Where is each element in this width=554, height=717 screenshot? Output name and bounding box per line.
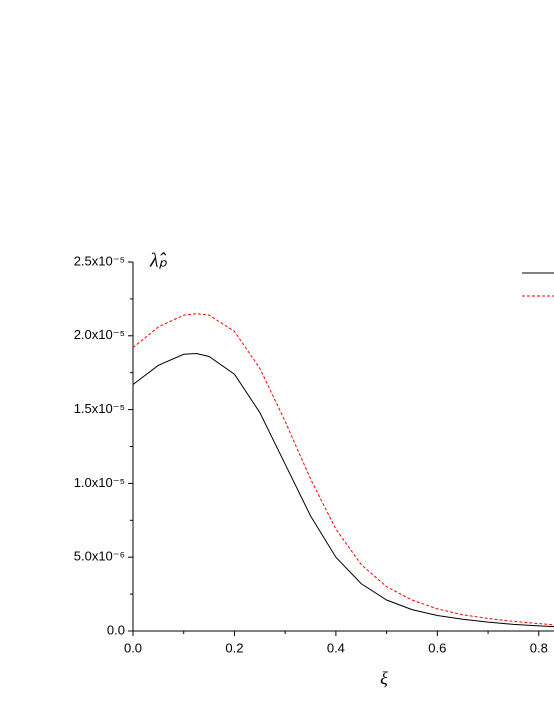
y-tick-label: 5.0x10⁻⁶ (74, 549, 125, 564)
y-tick-label: 1.5x10⁻⁵ (74, 401, 125, 416)
x-tick-label: 0.0 (124, 640, 142, 655)
x-tick-label: 0.2 (225, 640, 243, 655)
x-tick-label: 0.6 (428, 640, 446, 655)
y-tick-label: 0.0 (107, 622, 125, 637)
x-tick-label: 0.4 (327, 640, 345, 655)
series-line (132, 353, 554, 628)
series-line (132, 313, 554, 626)
y-tick-label: 2.5x10⁻⁵ (74, 253, 125, 268)
y-tick-label: 1.0x10⁻⁵ (74, 475, 125, 490)
x-tick-label: 0.8 (530, 640, 548, 655)
x-axis-label: ξ (380, 668, 388, 688)
y-tick-label: 2.0x10⁻⁵ (74, 327, 125, 342)
y-axis-label: λ̂ₚ (149, 250, 168, 272)
